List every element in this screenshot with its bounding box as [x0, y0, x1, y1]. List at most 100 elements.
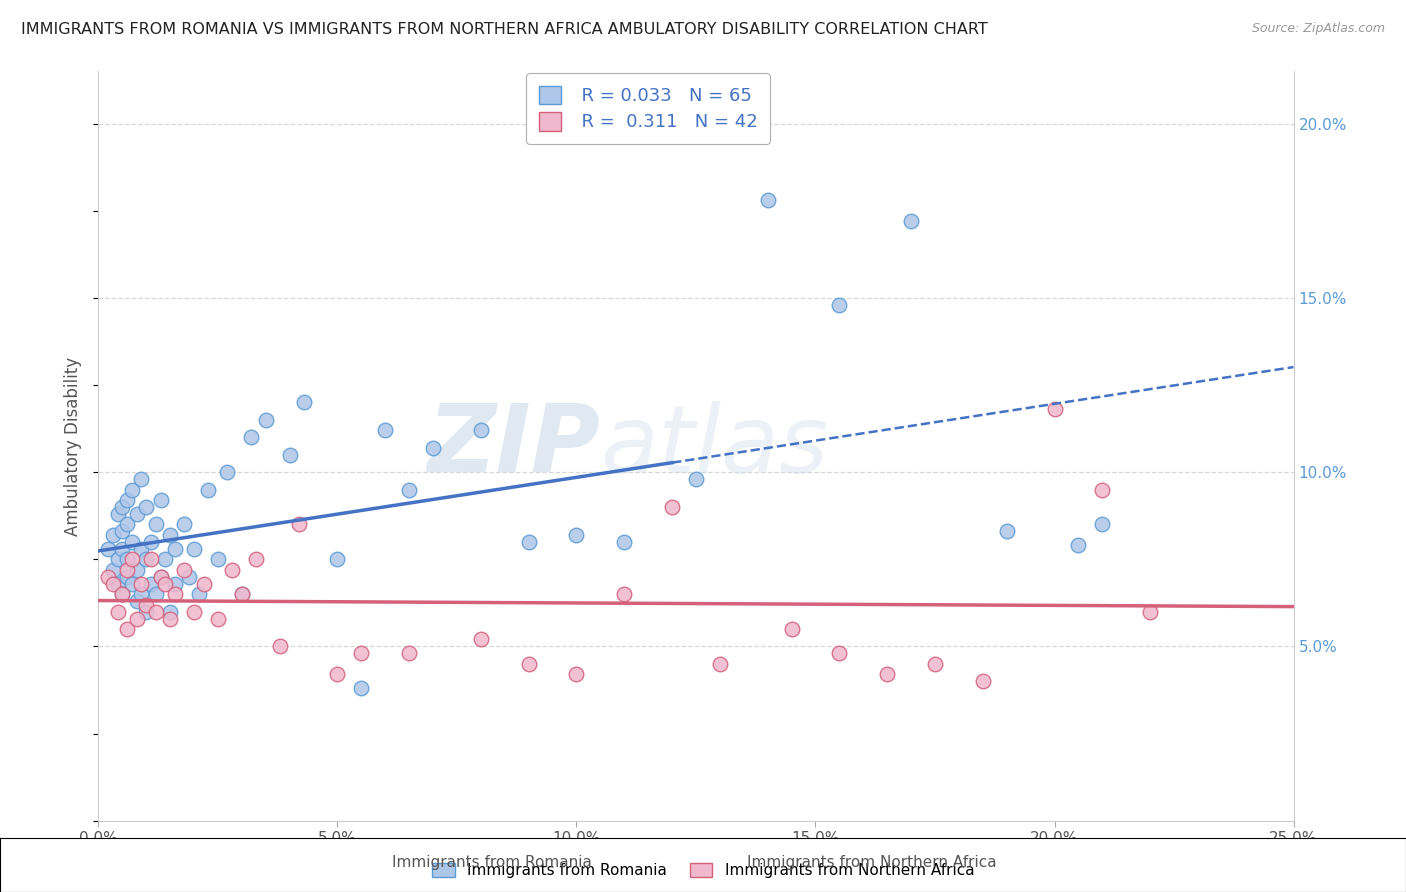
- Point: [756, 194, 779, 208]
- Point: [155, 552, 177, 566]
- Point: [217, 465, 239, 479]
- Point: [288, 517, 311, 532]
- Point: [115, 563, 138, 577]
- Point: [131, 541, 153, 556]
- Point: [115, 622, 138, 636]
- Text: ZIP: ZIP: [427, 400, 600, 492]
- Point: [149, 493, 172, 508]
- Point: [111, 500, 134, 514]
- Point: [131, 587, 153, 601]
- Point: [470, 632, 492, 647]
- Point: [398, 646, 420, 660]
- Point: [709, 657, 731, 671]
- Point: [107, 507, 129, 521]
- Point: [613, 587, 636, 601]
- Point: [163, 541, 186, 556]
- Point: [135, 500, 157, 514]
- Point: [193, 576, 215, 591]
- Point: [107, 552, 129, 566]
- Point: [422, 441, 444, 455]
- Point: [269, 640, 291, 654]
- Point: [613, 534, 636, 549]
- Point: [972, 674, 994, 689]
- Y-axis label: Ambulatory Disability: Ambulatory Disability: [65, 357, 83, 535]
- Point: [139, 534, 162, 549]
- Point: [125, 507, 148, 521]
- Point: [207, 611, 229, 625]
- Point: [173, 563, 195, 577]
- Point: [828, 646, 851, 660]
- Point: [685, 472, 707, 486]
- Point: [780, 622, 803, 636]
- Point: [187, 587, 209, 601]
- Point: [565, 528, 588, 542]
- Point: [828, 298, 851, 312]
- Point: [326, 552, 349, 566]
- Point: [207, 552, 229, 566]
- Point: [183, 605, 205, 619]
- Point: [1139, 605, 1161, 619]
- Point: [101, 576, 124, 591]
- Point: [1091, 517, 1114, 532]
- Point: [374, 423, 396, 437]
- Point: [517, 657, 540, 671]
- Point: [97, 541, 120, 556]
- Point: [125, 563, 148, 577]
- Text: atlas: atlas: [600, 401, 828, 491]
- Point: [995, 524, 1018, 539]
- Point: [115, 493, 138, 508]
- Point: [1091, 483, 1114, 497]
- Point: [254, 413, 277, 427]
- Point: [159, 611, 181, 625]
- Text: Immigrants from Northern Africa: Immigrants from Northern Africa: [747, 855, 997, 870]
- Point: [326, 667, 349, 681]
- Point: [125, 611, 148, 625]
- Point: [924, 657, 946, 671]
- Point: [111, 587, 134, 601]
- Point: [135, 598, 157, 612]
- Point: [111, 587, 134, 601]
- Point: [121, 552, 143, 566]
- Text: Immigrants from Romania: Immigrants from Romania: [392, 855, 592, 870]
- Point: [183, 541, 205, 556]
- Point: [163, 576, 186, 591]
- Point: [97, 570, 120, 584]
- Point: [145, 517, 167, 532]
- Point: [101, 563, 124, 577]
- Point: [292, 395, 315, 409]
- Point: [115, 552, 138, 566]
- Point: [159, 528, 181, 542]
- Point: [135, 552, 157, 566]
- Point: [121, 483, 143, 497]
- Point: [111, 541, 134, 556]
- Point: [111, 524, 134, 539]
- Point: [661, 500, 683, 514]
- Point: [115, 570, 138, 584]
- Point: [231, 587, 253, 601]
- Point: [121, 576, 143, 591]
- Point: [240, 430, 263, 444]
- Point: [139, 552, 162, 566]
- Legend: Immigrants from Romania, Immigrants from Northern Africa: Immigrants from Romania, Immigrants from…: [425, 855, 981, 886]
- Point: [121, 534, 143, 549]
- Point: [125, 594, 148, 608]
- Point: [197, 483, 219, 497]
- Text: IMMIGRANTS FROM ROMANIA VS IMMIGRANTS FROM NORTHERN AFRICA AMBULATORY DISABILITY: IMMIGRANTS FROM ROMANIA VS IMMIGRANTS FR…: [21, 22, 988, 37]
- Point: [876, 667, 898, 681]
- Point: [350, 681, 373, 696]
- Point: [398, 483, 420, 497]
- Point: [101, 528, 124, 542]
- Point: [145, 605, 167, 619]
- Point: [517, 534, 540, 549]
- Point: [173, 517, 195, 532]
- Point: [179, 570, 201, 584]
- Point: [149, 570, 172, 584]
- Point: [1043, 402, 1066, 417]
- Point: [107, 576, 129, 591]
- Point: [245, 552, 267, 566]
- Point: [131, 472, 153, 486]
- Point: [278, 448, 301, 462]
- Point: [1067, 538, 1090, 552]
- Point: [131, 576, 153, 591]
- Point: [145, 587, 167, 601]
